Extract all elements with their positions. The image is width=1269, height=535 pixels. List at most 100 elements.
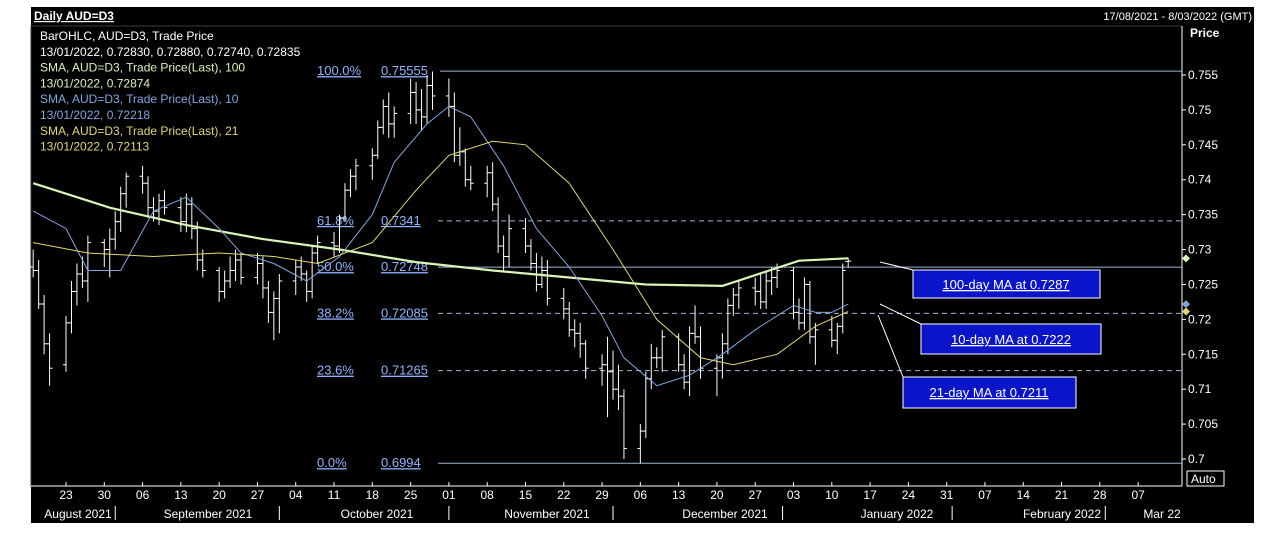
x-tick-label: 07 [978,488,992,502]
ohlc-bar [123,172,130,208]
y-tick-label: 0.725 [1188,277,1218,291]
ohlc-bar [467,165,474,191]
x-tick-label: 08 [481,488,495,502]
annotation-label: 10-day MA at 0.7222 [951,332,1071,347]
x-tick-label: 15 [519,488,533,502]
legend: BarOHLC, AUD=D3, Trade Price 13/01/2022, … [40,29,301,154]
sma-100-line [32,182,849,288]
x-tick-label: 17 [863,488,877,502]
month-label: Mar 22 [1143,507,1181,521]
x-tick-label: 06 [136,488,150,502]
x-tick-label: 25 [404,488,418,502]
ohlc-bar [735,280,742,309]
price-axis-label: Price [1190,26,1220,40]
legend-line: 13/01/2022, 0.72874 [40,76,150,90]
x-tick-label: 03 [787,488,801,502]
fib-pct-label: 61.8% [317,213,354,228]
y-tick-label: 0.7 [1188,452,1205,466]
x-tick-label: 10 [825,488,839,502]
y-tick-label: 0.745 [1188,138,1218,152]
fib-value-label: 0.75555 [381,63,428,78]
fib-value-label: 0.7341 [381,213,421,228]
y-tick-label: 0.75 [1188,103,1212,117]
x-tick-label: 28 [1093,488,1107,502]
y-tick-label: 0.71 [1188,382,1212,396]
fib-pct-label: 0.0% [317,455,347,470]
x-tick-label: 20 [710,488,724,502]
y-tick-label: 0.72 [1188,312,1212,326]
date-range: 17/08/2021 - 8/03/2022 (GMT) [1103,11,1252,23]
x-tick-label: 20 [212,488,226,502]
y-tick-label: 0.735 [1188,208,1218,222]
auto-scale-button[interactable]: Auto [1191,472,1216,486]
fib-value-label: 0.72748 [381,259,428,274]
y-tick-label: 0.73 [1188,243,1212,257]
sma-10-line [32,105,849,387]
annotation-leader [879,261,914,271]
x-tick-label: 27 [251,488,265,502]
x-tick-label: 11 [328,488,341,502]
x-tick-label: 13 [174,488,188,502]
legend-line: SMA, AUD=D3, Trade Price(Last), 100 [40,61,245,75]
y-tick-label: 0.755 [1188,68,1218,82]
x-tick-label: 07 [1131,488,1145,502]
sma-21-line [33,140,849,366]
ohlc-bar [812,322,819,365]
ohlc-bar [276,273,283,334]
x-tick-label: 13 [672,488,686,502]
legend-line: SMA, AUD=D3, Trade Price(Last), 10 [40,92,239,106]
x-tick-label: 30 [98,488,112,502]
month-label: October 2021 [341,507,414,521]
annotation-leader [877,314,904,378]
auto-scale-button-frame[interactable] [1186,470,1225,487]
x-tick-label: 04 [289,488,303,502]
plot-area [30,25,1183,487]
y-tick-label: 0.715 [1188,347,1218,361]
x-tick-label: 22 [557,488,571,502]
legend-line: 13/01/2022, 0.72830, 0.72880, 0.72740, 0… [40,45,301,59]
fib-value-label: 0.6994 [381,455,421,470]
legend-line: BarOHLC, AUD=D3, Trade Price [40,29,214,43]
month-label: November 2021 [504,507,590,521]
fib-pct-label: 38.2% [317,305,354,320]
x-tick-label: 29 [595,488,609,502]
moving-averages [32,105,1190,387]
x-tick-label: 31 [940,488,954,502]
legend-line: SMA, AUD=D3, Trade Price(Last), 21 [40,124,239,138]
ohlc-bar [839,263,846,334]
fib-value-label: 0.71265 [381,363,428,378]
x-tick-label: 14 [1017,488,1031,502]
x-tick-label: 27 [749,488,763,502]
annotation-box [920,323,1102,355]
fib-pct-label: 50.0% [317,259,354,274]
ohlc-bar [429,71,436,110]
fib-pct-label: 100.0% [317,63,362,78]
annotation-label: 21-day MA at 0.7211 [929,385,1048,400]
fib-pct-label: 23.6% [317,363,354,378]
y-tick-label: 0.74 [1188,173,1212,187]
ohlc-bar [352,158,359,191]
ohlc-bar [620,389,627,459]
annotation-leader [879,303,922,325]
annotations: 100-day MA at 0.7287 10-day MA at 0.7222 2… [877,261,1102,409]
month-label: February 2022 [1023,507,1101,521]
legend-line: 13/01/2022, 0.72218 [40,108,150,122]
date-axis: 23 30 06 13 20 27 04 11 18 25 01 08 15 22 29 06 13 20 27 03… [44,482,1181,521]
x-tick-label: 21 [1055,488,1069,502]
ohlc-bar [84,235,91,302]
annotation-label: 100-day MA at 0.7287 [942,277,1069,292]
x-tick-label: 18 [366,488,380,502]
month-label: December 2021 [682,507,768,521]
ohlc-bar [391,106,398,138]
y-tick-label: 0.705 [1188,417,1218,431]
annotation-box [902,376,1077,409]
sma-100-marker [1182,254,1190,263]
month-label: September 2021 [164,507,253,521]
annotation-box [912,269,1101,299]
ohlc-bar [845,257,852,268]
ohlc-bar [659,329,666,372]
ohlc-bar [544,260,551,306]
ohlc-bar [161,190,168,215]
ohlc-bar [582,340,589,379]
